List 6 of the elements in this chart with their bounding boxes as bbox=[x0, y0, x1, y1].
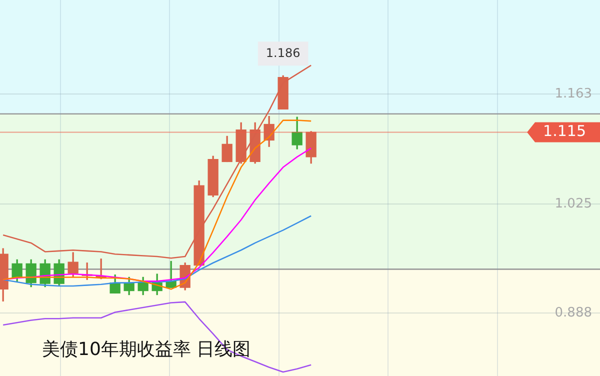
y-tick-label: 0.888 bbox=[554, 305, 592, 320]
text: 美债10年期收益率 日线图 bbox=[42, 338, 251, 361]
y-tick-label: 1.025 bbox=[554, 196, 592, 212]
y-tick-label: 1.163 bbox=[554, 86, 592, 102]
annotation: 1.186 bbox=[266, 46, 300, 60]
ref-line-label: 1.115 bbox=[543, 122, 586, 140]
